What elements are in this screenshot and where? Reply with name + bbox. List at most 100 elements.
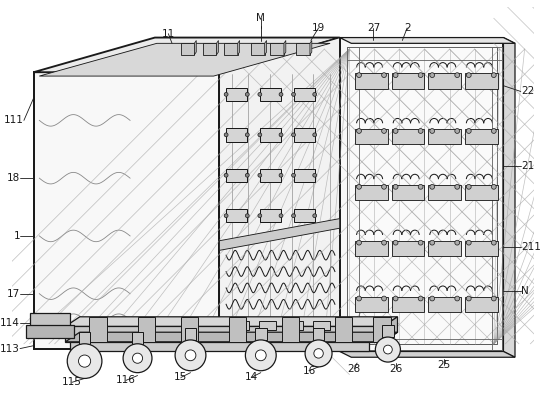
Circle shape [492, 184, 496, 189]
Bar [428, 241, 461, 256]
Circle shape [132, 353, 143, 363]
Circle shape [246, 173, 249, 177]
Circle shape [357, 73, 362, 77]
Circle shape [224, 173, 228, 177]
Bar [294, 128, 315, 141]
Circle shape [224, 214, 228, 218]
Circle shape [313, 92, 317, 96]
Text: 19: 19 [312, 23, 325, 33]
Circle shape [292, 92, 295, 96]
Polygon shape [70, 342, 369, 352]
Circle shape [305, 340, 332, 367]
Circle shape [430, 73, 435, 77]
Circle shape [382, 240, 386, 245]
Polygon shape [40, 43, 330, 76]
Circle shape [430, 296, 435, 301]
Polygon shape [195, 40, 196, 55]
Circle shape [384, 345, 392, 354]
Text: 22: 22 [521, 87, 534, 96]
Circle shape [185, 350, 196, 361]
Polygon shape [34, 72, 220, 348]
Circle shape [313, 173, 317, 177]
Circle shape [258, 133, 262, 137]
Text: 18: 18 [7, 173, 20, 183]
Circle shape [393, 296, 398, 301]
Bar [355, 73, 388, 88]
Polygon shape [238, 40, 240, 55]
Polygon shape [220, 218, 340, 250]
Bar [294, 169, 315, 182]
Polygon shape [66, 317, 397, 326]
Circle shape [430, 128, 435, 134]
Polygon shape [340, 38, 504, 352]
Circle shape [466, 296, 471, 301]
Circle shape [67, 344, 102, 378]
Bar [355, 297, 388, 312]
Polygon shape [296, 43, 310, 55]
Bar [232, 321, 249, 330]
Circle shape [224, 92, 228, 96]
Circle shape [279, 214, 283, 218]
Bar [89, 317, 107, 342]
Circle shape [418, 128, 423, 134]
Circle shape [466, 240, 471, 245]
Circle shape [376, 337, 401, 362]
Circle shape [357, 128, 362, 134]
Bar [226, 169, 247, 182]
Circle shape [430, 184, 435, 189]
Text: 14: 14 [244, 372, 258, 382]
Bar [355, 241, 388, 256]
Bar [428, 129, 461, 145]
Circle shape [382, 296, 386, 301]
Circle shape [382, 128, 386, 134]
Circle shape [455, 184, 460, 189]
Text: 26: 26 [389, 364, 402, 374]
Text: 211: 211 [521, 243, 541, 252]
Polygon shape [270, 43, 284, 55]
Bar [260, 88, 281, 101]
Circle shape [292, 173, 295, 177]
Text: 2: 2 [404, 23, 410, 33]
Bar [313, 321, 330, 330]
Bar [465, 73, 498, 88]
Bar [392, 73, 424, 88]
Circle shape [123, 344, 152, 372]
Circle shape [258, 214, 262, 218]
Bar [392, 129, 424, 145]
Bar [294, 88, 315, 101]
Bar [226, 128, 247, 141]
Bar [373, 317, 391, 342]
Bar [294, 209, 315, 222]
Circle shape [357, 240, 362, 245]
Text: 115: 115 [62, 377, 82, 387]
Text: 114: 114 [0, 318, 20, 327]
Circle shape [492, 240, 496, 245]
Circle shape [313, 214, 317, 218]
Polygon shape [383, 317, 397, 342]
Circle shape [175, 340, 206, 371]
Bar [132, 332, 143, 344]
Bar [382, 325, 393, 337]
Circle shape [292, 133, 295, 137]
Text: 111: 111 [4, 115, 24, 125]
Circle shape [246, 214, 249, 218]
Polygon shape [284, 40, 286, 55]
Bar [465, 241, 498, 256]
Circle shape [224, 133, 228, 137]
Text: 113: 113 [0, 344, 20, 354]
Bar [260, 128, 281, 141]
Bar [185, 328, 196, 340]
Text: 17: 17 [7, 289, 20, 299]
Bar [26, 325, 74, 338]
Circle shape [246, 340, 276, 371]
Bar [428, 73, 461, 88]
Polygon shape [224, 43, 238, 55]
Circle shape [393, 240, 398, 245]
Polygon shape [264, 40, 267, 55]
Circle shape [279, 133, 283, 137]
Circle shape [393, 184, 398, 189]
Bar [229, 317, 247, 342]
Circle shape [393, 128, 398, 134]
Bar [428, 297, 461, 312]
Bar [138, 317, 155, 342]
